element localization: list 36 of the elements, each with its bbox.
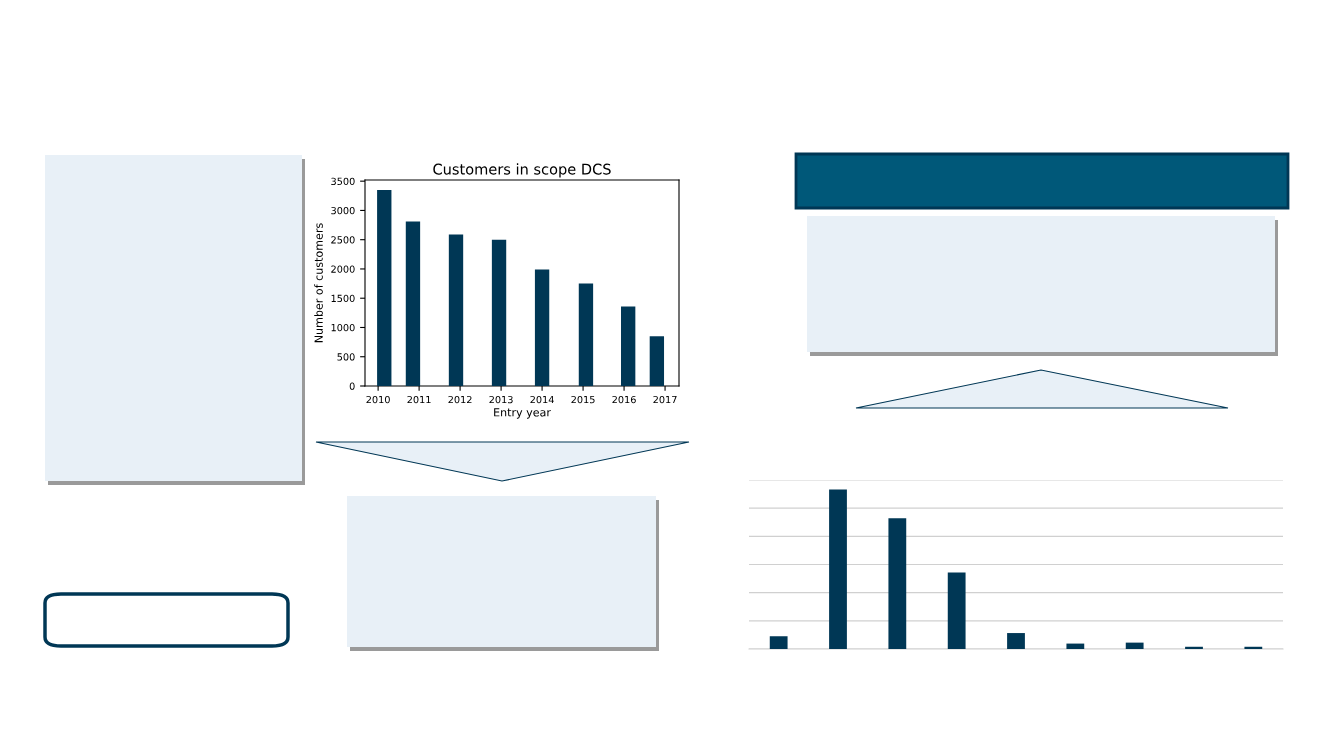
bar [1125, 642, 1144, 649]
bar [769, 636, 788, 649]
y-tick-label: 1500 [331, 294, 355, 303]
y-tick-label: 500 [337, 353, 355, 361]
y-tick-label: 2500 [331, 236, 355, 244]
chart-title: Customers in scope DCS [433, 163, 611, 178]
x-tick-label: 2015 [571, 395, 595, 404]
y-axis-title: Number of customers [314, 223, 323, 343]
bar [649, 336, 665, 386]
bar [829, 489, 847, 649]
bar [491, 239, 507, 386]
bar [448, 234, 464, 386]
x-tick-label: 2010 [366, 395, 390, 404]
bar [578, 283, 594, 386]
bar [947, 572, 966, 649]
x-tick-label: 2017 [653, 395, 677, 404]
bar [405, 221, 421, 386]
y-tick-label: 2000 [331, 265, 355, 273]
y-tick-label: 0 [349, 382, 355, 390]
y-tick-label: 1000 [331, 323, 355, 332]
bar [1244, 646, 1263, 649]
y-tick-label: 3500 [331, 177, 355, 185]
bar [888, 518, 907, 649]
x-tick-label: 2011 [407, 395, 431, 404]
bar [1066, 643, 1085, 649]
x-axis-title: Entry year [494, 408, 551, 419]
bar [1185, 646, 1203, 649]
x-tick-label: 2016 [612, 395, 636, 404]
y-tick-label: 3000 [331, 206, 355, 215]
bar [621, 306, 636, 386]
x-tick-label: 2013 [489, 395, 513, 404]
bar [534, 269, 550, 386]
x-tick-label: 2012 [448, 395, 472, 404]
bar [1007, 633, 1025, 649]
x-tick-label: 2014 [530, 395, 554, 404]
bar [377, 189, 392, 386]
